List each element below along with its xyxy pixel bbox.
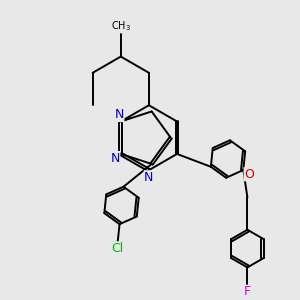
Text: F: F [244, 285, 251, 298]
Text: O: O [244, 168, 254, 181]
Text: N: N [115, 109, 124, 122]
Text: N: N [144, 171, 154, 184]
Text: Cl: Cl [111, 242, 123, 255]
Text: N: N [110, 152, 120, 165]
Text: CH$_3$: CH$_3$ [111, 19, 131, 33]
